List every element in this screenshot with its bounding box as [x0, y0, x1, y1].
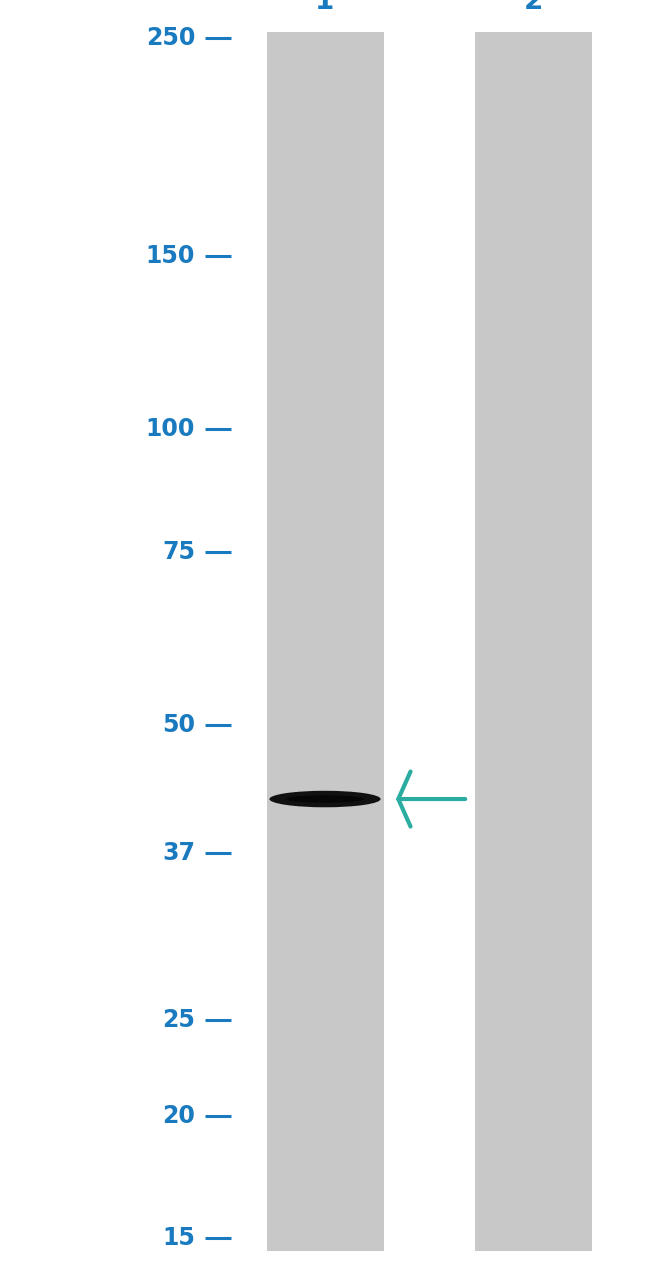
Text: 25: 25	[162, 1008, 195, 1033]
Bar	[266, 32, 384, 1251]
Text: 20: 20	[162, 1104, 195, 1128]
Bar	[474, 32, 592, 1251]
Text: 2: 2	[523, 0, 543, 15]
Text: 250: 250	[146, 27, 195, 50]
Text: 75: 75	[162, 540, 195, 564]
Text: 50: 50	[162, 712, 195, 737]
Text: 150: 150	[146, 244, 195, 268]
Text: 100: 100	[146, 417, 195, 441]
Text: 1: 1	[315, 0, 335, 15]
Ellipse shape	[269, 791, 381, 808]
Text: 15: 15	[162, 1227, 195, 1250]
Ellipse shape	[286, 795, 364, 803]
Text: 37: 37	[162, 841, 195, 865]
